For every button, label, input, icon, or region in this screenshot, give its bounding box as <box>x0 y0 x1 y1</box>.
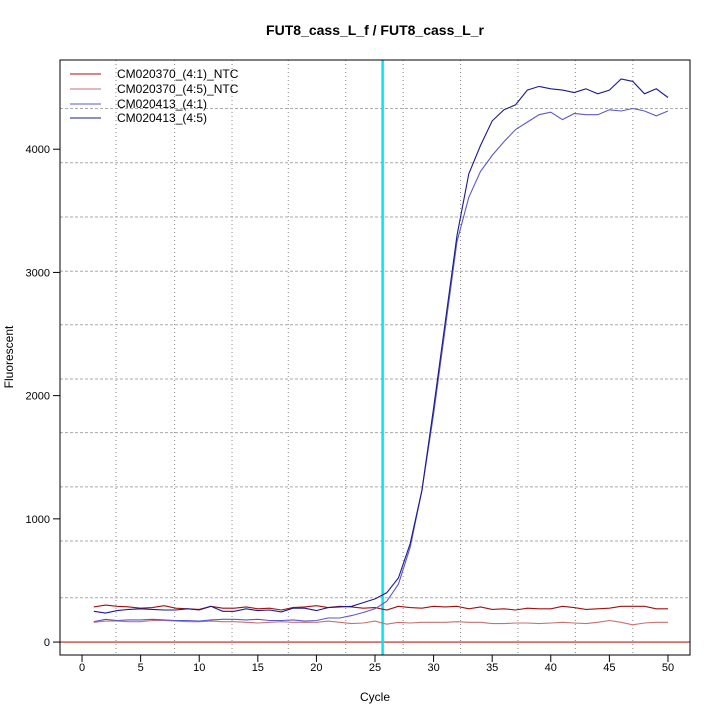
reference-lines <box>60 60 690 655</box>
legend-entry: CM020370_(4:1)_NTC <box>70 67 239 81</box>
x-tick-label: 35 <box>486 662 498 674</box>
legend-entry: CM020370_(4:5)_NTC <box>70 82 239 96</box>
legend-entry: CM020413_(4:5) <box>70 111 207 125</box>
x-tick-label: 50 <box>662 662 674 674</box>
x-axis: 0 5 10 15 20 25 30 35 40 45 50 <box>79 654 674 674</box>
y-tick-label: 1000 <box>26 514 50 526</box>
y-axis-label: Fluorescent <box>2 325 16 388</box>
legend-label: CM020370_(4:1)_NTC <box>117 67 239 81</box>
legend-label: CM020370_(4:5)_NTC <box>117 82 239 96</box>
x-tick-label: 5 <box>138 662 144 674</box>
y-tick-label: 3000 <box>26 267 50 279</box>
series-line <box>93 619 668 626</box>
x-axis-label: Cycle <box>360 690 390 704</box>
series-lines <box>93 78 669 626</box>
y-axis: 0 1000 2000 3000 4000 <box>26 144 60 649</box>
legend-label: CM020413_(4:1) <box>117 97 207 111</box>
y-tick-label: 4000 <box>26 144 50 156</box>
legend-label: CM020413_(4:5) <box>117 111 207 125</box>
series-line <box>93 78 669 614</box>
x-tick-label: 25 <box>369 662 381 674</box>
x-tick-label: 0 <box>79 662 85 674</box>
chart-title: FUT8_cass_L_f / FUT8_cass_L_r <box>266 22 484 38</box>
legend-entry: CM020413_(4:1) <box>70 97 207 111</box>
grid-lines <box>60 60 690 655</box>
x-tick-label: 45 <box>603 662 615 674</box>
legend: CM020370_(4:1)_NTC CM020370_(4:5)_NTC CM… <box>70 67 239 125</box>
x-tick-label: 20 <box>310 662 322 674</box>
y-tick-label: 0 <box>44 637 50 649</box>
x-tick-label: 15 <box>252 662 264 674</box>
x-tick-label: 40 <box>545 662 557 674</box>
series-line <box>93 107 669 623</box>
x-tick-label: 30 <box>427 662 439 674</box>
y-tick-label: 2000 <box>26 391 50 403</box>
x-tick-label: 10 <box>193 662 205 674</box>
